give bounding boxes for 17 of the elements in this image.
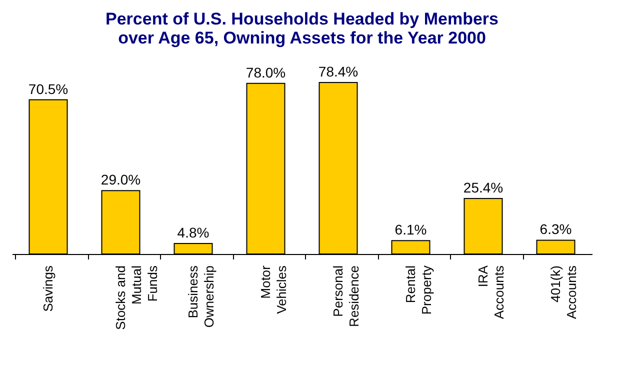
x-tick-label: Stocks and Mutual Funds xyxy=(112,265,160,330)
x-tick-label: 401(k) Accounts xyxy=(548,265,579,319)
data-label: 78.0% xyxy=(246,64,286,80)
x-tick-label: Rental Property xyxy=(402,265,434,315)
x-tick-label: Personal Residence xyxy=(330,265,362,327)
data-label: 25.4% xyxy=(463,179,504,196)
chart-title: Percent of U.S. Households Headed by Members over Age 65, Owning Assets for the Year 2000 xyxy=(106,10,498,48)
data-label: 29.0% xyxy=(100,172,141,188)
data-label: 6.1% xyxy=(394,222,427,238)
data-label: 4.8% xyxy=(177,224,210,240)
data-label: 70.5% xyxy=(28,80,68,97)
x-tick-label: Business Ownership xyxy=(185,265,216,328)
data-label: 78.4% xyxy=(318,64,358,80)
x-tick-label: Motor Vehicles xyxy=(258,264,289,314)
x-tick-label: IRA Accounts xyxy=(475,265,506,319)
data-label: 6.3% xyxy=(540,221,572,238)
x-tick-label: Savings xyxy=(40,265,56,312)
